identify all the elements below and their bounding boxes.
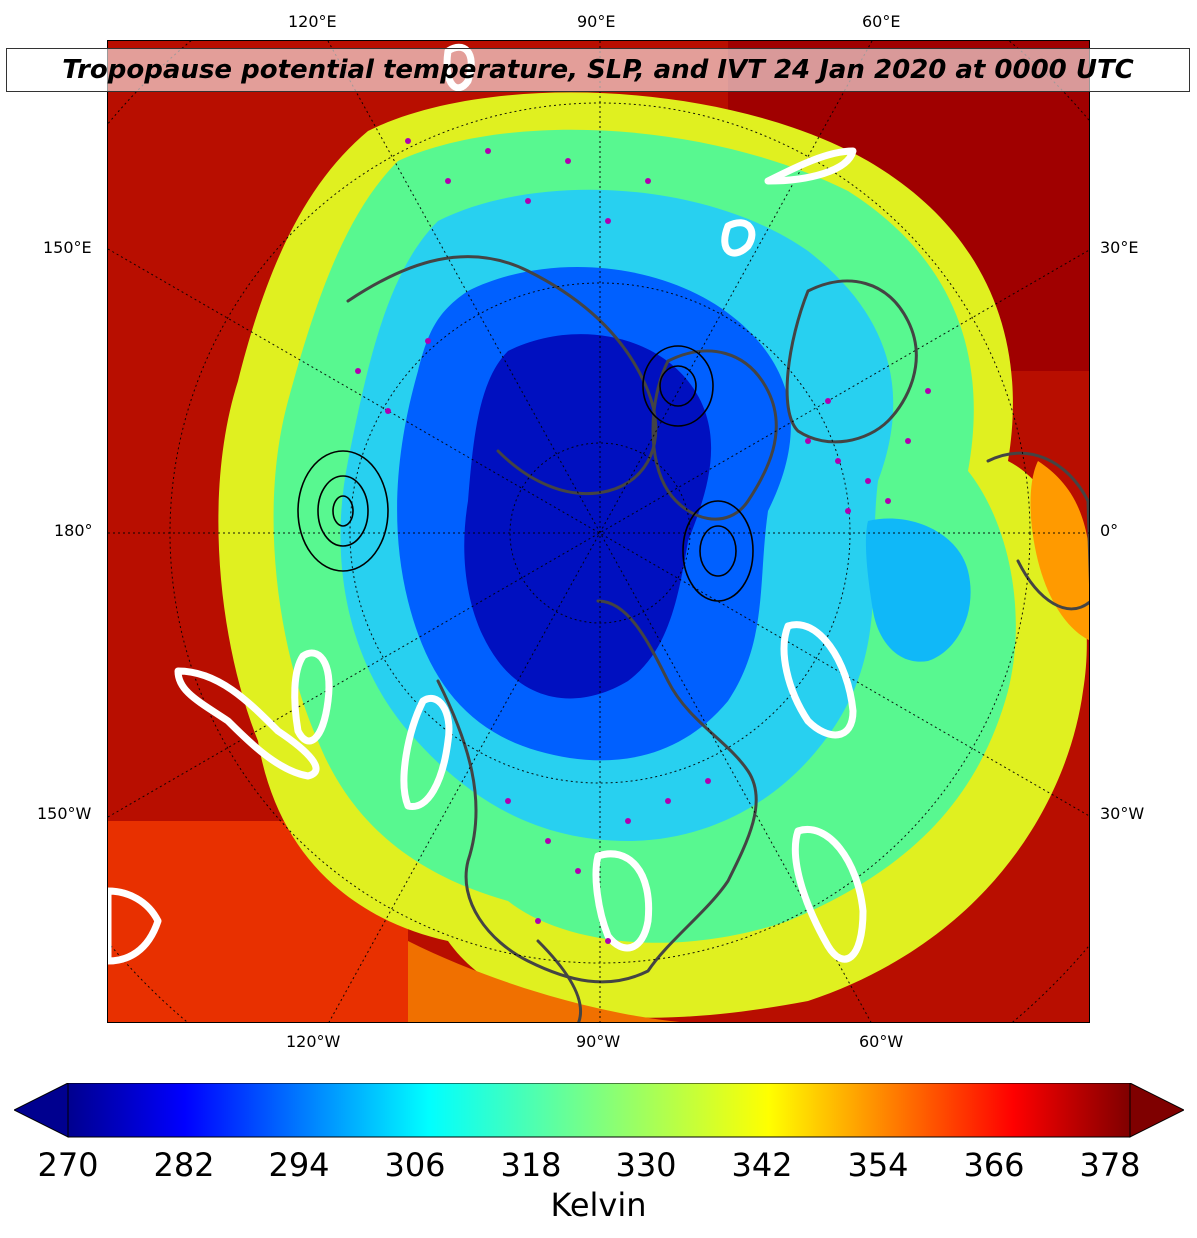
station-marker: [565, 158, 571, 164]
station-marker: [425, 338, 431, 344]
slp-low-northatlantic-inner: [659, 365, 697, 407]
bottom-lon-label-90w: 90°W: [576, 1032, 621, 1051]
station-marker: [385, 408, 391, 414]
left-lon-label-150e: 150°E: [43, 238, 92, 257]
bottom-lon-label-60w: 60°W: [859, 1032, 904, 1051]
top-lon-label-120e: 120°E: [288, 12, 337, 31]
ivt-plume-pacific-2: [291, 649, 333, 745]
orange-band-south: [408, 941, 680, 1022]
station-marker: [625, 818, 631, 824]
coastline-europe: [785, 279, 918, 444]
ivt-plume-sw: [108, 887, 162, 965]
ivt-plume-west-coast: [400, 695, 453, 810]
top-lon-label-90e: 90°E: [577, 12, 616, 31]
colorbar-tick-label: 270: [37, 1146, 99, 1184]
colorbar-label: Kelvin: [550, 1186, 647, 1224]
station-marker: [925, 388, 931, 394]
left-lon-label-180: 180°: [54, 521, 93, 540]
bottom-lon-label-120w: 120°W: [286, 1032, 341, 1051]
station-marker: [405, 138, 411, 144]
cyan-pool-atlantic: [865, 518, 971, 662]
right-lon-label-30e: 30°E: [1100, 238, 1139, 257]
station-markers: [355, 138, 931, 944]
station-marker: [535, 918, 541, 924]
meridian-60-120: [328, 41, 873, 1022]
station-marker: [505, 798, 511, 804]
ivt-plume-atlantic: [780, 621, 857, 739]
colorbar-tick-label: 330: [615, 1146, 677, 1184]
station-marker: [525, 198, 531, 204]
coastline-south-america: [536, 939, 583, 1022]
station-marker: [835, 458, 841, 464]
station-marker: [545, 838, 551, 844]
ivt-plume-arctic: [764, 147, 857, 185]
right-lon-label-0: 0°: [1100, 521, 1119, 540]
meridian-30-150: [108, 249, 1089, 818]
graticule: [108, 41, 1089, 1022]
station-marker: [355, 368, 361, 374]
top-lon-label-60e: 60°E: [862, 12, 901, 31]
station-marker: [705, 778, 711, 784]
colorbar-tick-label: 282: [153, 1146, 215, 1184]
station-marker: [445, 178, 451, 184]
colorbar-tick-label: 306: [384, 1146, 446, 1184]
slp-low-northatlantic: [642, 345, 714, 427]
ivt-contours: [108, 43, 867, 965]
station-marker: [485, 148, 491, 154]
right-lon-label-30w: 30°W: [1100, 804, 1145, 823]
title-box: Tropopause potential temperature, SLP, a…: [6, 48, 1190, 92]
map-panel: [107, 40, 1090, 1023]
slp-contours: [297, 345, 754, 602]
coastline-greenland: [651, 349, 778, 521]
coastline-africa: [986, 451, 1089, 611]
station-marker: [825, 398, 831, 404]
colorbar-extend-low: [14, 1083, 69, 1138]
colorbar-tick-label: 318: [500, 1146, 562, 1184]
station-marker: [605, 938, 611, 944]
colorbar-tick-label: 366: [963, 1146, 1025, 1184]
station-marker: [805, 438, 811, 444]
station-marker: [865, 478, 871, 484]
ivt-plume-greenland: [721, 219, 756, 257]
station-marker: [905, 438, 911, 444]
map-title: Tropopause potential temperature, SLP, a…: [62, 55, 1134, 85]
station-marker: [885, 498, 891, 504]
colorbar-ramp: [67, 1083, 1131, 1138]
meridian-150-30: [108, 248, 1089, 817]
station-marker: [665, 798, 671, 804]
colorbar: [14, 1083, 1184, 1138]
colorbar-tick-label: 342: [731, 1146, 793, 1184]
slp-low-pacific-core: [332, 495, 354, 527]
orange-pool-africa: [1030, 461, 1089, 640]
ivt-plume-gulf: [592, 850, 653, 952]
slp-low-pacific-inner: [317, 475, 369, 547]
dark-blue-core: [464, 334, 712, 699]
slp-low-hudson-inner: [699, 525, 737, 577]
station-marker: [575, 868, 581, 874]
map-svg: [108, 41, 1089, 1022]
slp-low-hudson: [682, 500, 754, 602]
station-marker: [845, 508, 851, 514]
coastlines: [346, 255, 1089, 1022]
station-marker: [645, 178, 651, 184]
ivt-plume-north-pacific: [174, 667, 320, 780]
ivt-plume-subtropical-atlantic: [791, 826, 867, 963]
colorbar-tick-label: 378: [1079, 1146, 1141, 1184]
coastline-asia: [346, 255, 658, 496]
slp-low-pacific: [297, 450, 389, 572]
left-lon-label-150w: 150°W: [37, 804, 92, 823]
colorbar-tick-label: 354: [847, 1146, 909, 1184]
coastline-north-america: [436, 599, 758, 984]
colorbar-extend-high: [1129, 1083, 1184, 1138]
station-marker: [605, 218, 611, 224]
colorbar-tick-label: 294: [268, 1146, 330, 1184]
